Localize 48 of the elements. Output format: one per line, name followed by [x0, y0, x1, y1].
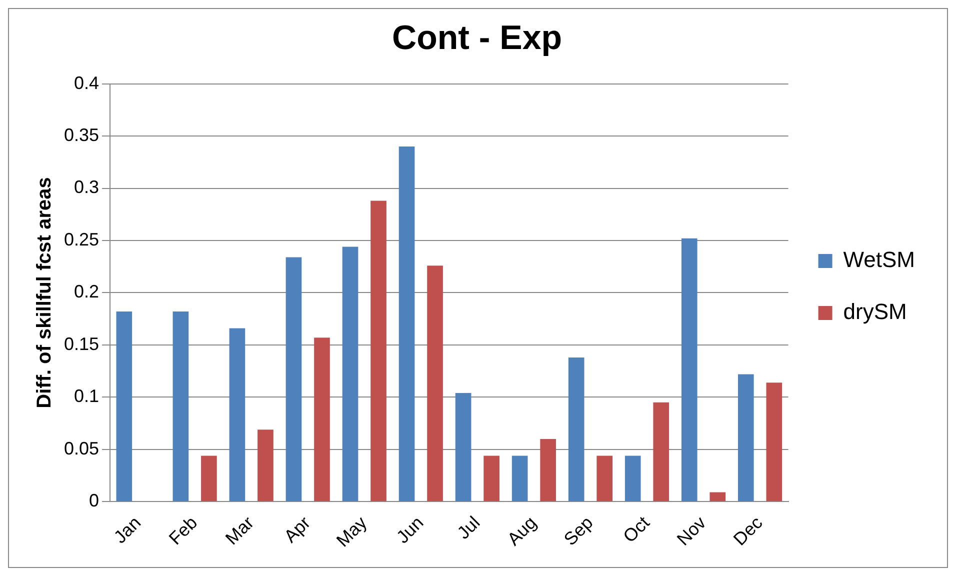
bar	[172, 312, 189, 502]
bar	[229, 328, 246, 502]
x-tick-label: Jul	[453, 512, 484, 543]
x-tick-label: Apr	[280, 512, 314, 546]
x-tick-label: Jan	[110, 512, 145, 548]
x-tick-label: Aug	[503, 512, 540, 550]
x-tick-label: Mar	[222, 512, 258, 549]
bar	[342, 246, 358, 502]
bar	[201, 456, 217, 502]
bar	[681, 238, 698, 502]
bar	[568, 358, 584, 502]
y-tick-label: 0	[89, 490, 100, 511]
y-tick-label: 0.05	[64, 438, 100, 458]
bar	[710, 492, 726, 502]
legend-label: drySM	[843, 299, 907, 324]
x-tick-label: Feb	[165, 512, 202, 549]
x-tick-label: Sep	[560, 512, 597, 550]
x-tick-label: Jun	[392, 512, 428, 548]
y-tick-label: 0.2	[74, 282, 100, 302]
bar	[596, 456, 613, 502]
bar	[370, 200, 386, 502]
x-tick-label: May	[332, 512, 371, 551]
chart-title: Cont - Exp	[392, 18, 562, 57]
bar	[427, 266, 443, 502]
bar	[455, 393, 472, 502]
bar	[766, 382, 782, 502]
bar	[653, 402, 670, 502]
bar	[624, 456, 641, 502]
y-axis-title: Diff. of skillful fcst areas	[34, 177, 56, 408]
bar	[286, 257, 302, 502]
bar	[314, 338, 330, 502]
bar	[398, 146, 415, 502]
bar	[484, 456, 500, 502]
x-tick-label: Dec	[730, 512, 766, 550]
bar	[512, 456, 528, 502]
bar	[540, 439, 556, 502]
legend-label: WetSM	[843, 247, 916, 272]
y-tick-label: 0.25	[64, 229, 100, 250]
bar	[116, 312, 132, 502]
x-tick-label: Oct	[619, 512, 654, 546]
y-tick-label: 0.15	[64, 334, 100, 354]
y-tick-label: 0.3	[74, 177, 100, 198]
bar	[738, 374, 754, 502]
bar	[258, 430, 274, 502]
y-tick-label: 0.4	[74, 72, 100, 93]
y-tick-label: 0.1	[74, 386, 100, 406]
x-tick-label: Nov	[673, 512, 710, 550]
y-tick-label: 0.35	[64, 125, 100, 146]
